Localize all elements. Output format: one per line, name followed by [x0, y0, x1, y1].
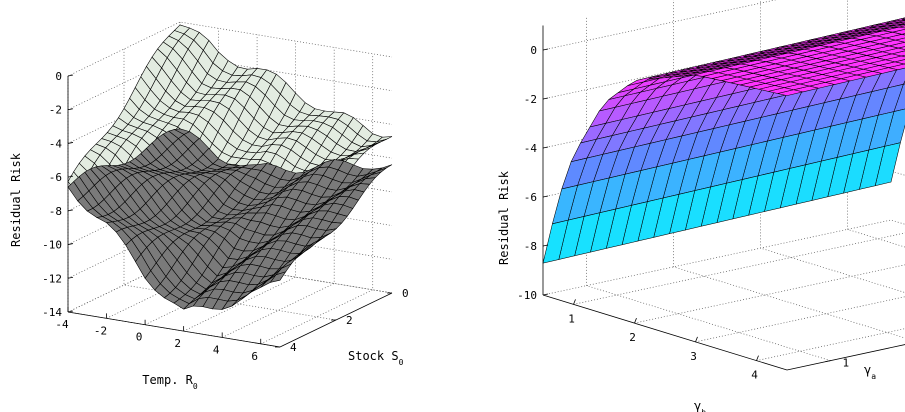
left-z-tick-label: -2: [49, 104, 62, 117]
right-x-tick-label: 3: [690, 350, 697, 363]
left-z-tick: [67, 74, 74, 77]
right-x-tick-label: 4: [751, 369, 758, 382]
left-z-tick: [67, 243, 74, 245]
left-x-tick-label: 4: [213, 343, 220, 356]
left-z-tick: [67, 209, 74, 212]
right-z-tick: [542, 146, 549, 149]
left-y-tick-label: 2: [346, 314, 353, 327]
right-y-tick: [825, 360, 831, 363]
left-zgrid-line: [67, 257, 393, 313]
left-x-tick-label: 0: [136, 331, 143, 344]
left-zgrid-line: [67, 55, 393, 111]
left-z-tick: [67, 108, 74, 111]
left-x-tick-label: -2: [94, 324, 107, 337]
right-ygrid-line: [760, 0, 905, 293]
left-z-tick-label: -4: [49, 137, 63, 150]
right-z-tick: [542, 195, 549, 198]
right-y-axis-label: γa: [864, 363, 876, 381]
right-x-tick: [573, 299, 576, 305]
left-z-axis-label: Residual Risk: [9, 152, 23, 247]
left-z-tick-label: 0: [55, 70, 62, 83]
surface-face: [542, 219, 569, 264]
right-grid: [542, 0, 905, 371]
surface-face: [269, 271, 287, 283]
right-x-tick: [695, 336, 698, 343]
right-z-tick-label: -10: [517, 289, 537, 302]
right-ygrid-line: [673, 0, 905, 339]
right-x-tick-label: 1: [568, 312, 575, 325]
right-x-tick-label: 2: [629, 331, 636, 344]
right-x-tick: [756, 355, 759, 361]
right-z-tick: [542, 48, 549, 51]
left-y-tick-label: 0: [402, 287, 409, 300]
right-surface-plot: 0-2-4-6-8-1012341234γbγaResidual Risk: [497, 0, 905, 412]
left-z-tick: [67, 175, 74, 178]
right-z-tick: [542, 97, 549, 100]
left-z-tick-label: -8: [49, 205, 62, 218]
right-z-tick-label: -8: [524, 240, 537, 253]
right-z-tick-label: -4: [524, 142, 538, 155]
left-x-axis: [67, 311, 281, 348]
left-y-tick-label: 4: [290, 341, 297, 354]
left-x-axis-label: Temp. R0: [142, 373, 198, 391]
left-z-tick: [67, 142, 74, 144]
left-z-tick-label: -10: [42, 239, 62, 252]
right-ygrid-line: [586, 16, 831, 361]
left-zgrid-line: [67, 223, 393, 279]
left-x-tick-label: 6: [251, 350, 258, 363]
right-x-axis-label: γb: [694, 399, 706, 412]
left-z-tick-label: -6: [49, 171, 62, 184]
right-z-tick: [542, 244, 549, 247]
right-z-tick-label: -2: [524, 93, 537, 106]
left-z-tick: [67, 276, 74, 279]
left-z-tick-label: -14: [42, 306, 62, 319]
left-lower-surface: [67, 128, 393, 310]
right-z-tick: [542, 293, 549, 296]
right-z-tick-label: -6: [524, 191, 537, 204]
left-zgrid-line: [67, 21, 393, 77]
left-y-axis-label: Stock S0: [348, 349, 404, 367]
right-x-tick: [634, 317, 637, 324]
left-z-tick: [67, 310, 74, 313]
left-z-tick-label: -12: [42, 272, 62, 285]
right-x-axis: [542, 294, 788, 371]
right-surface: [542, 17, 905, 264]
right-y-axis: [786, 344, 905, 371]
right-z-axis-label: Residual Risk: [497, 170, 511, 265]
right-ygrid-line: [847, 0, 905, 248]
left-x-tick-label: 2: [174, 337, 181, 350]
right-z-tick-label: 0: [530, 44, 537, 57]
right-y-tick-label: 1: [843, 357, 850, 370]
left-x-tick-label: -4: [55, 318, 69, 331]
